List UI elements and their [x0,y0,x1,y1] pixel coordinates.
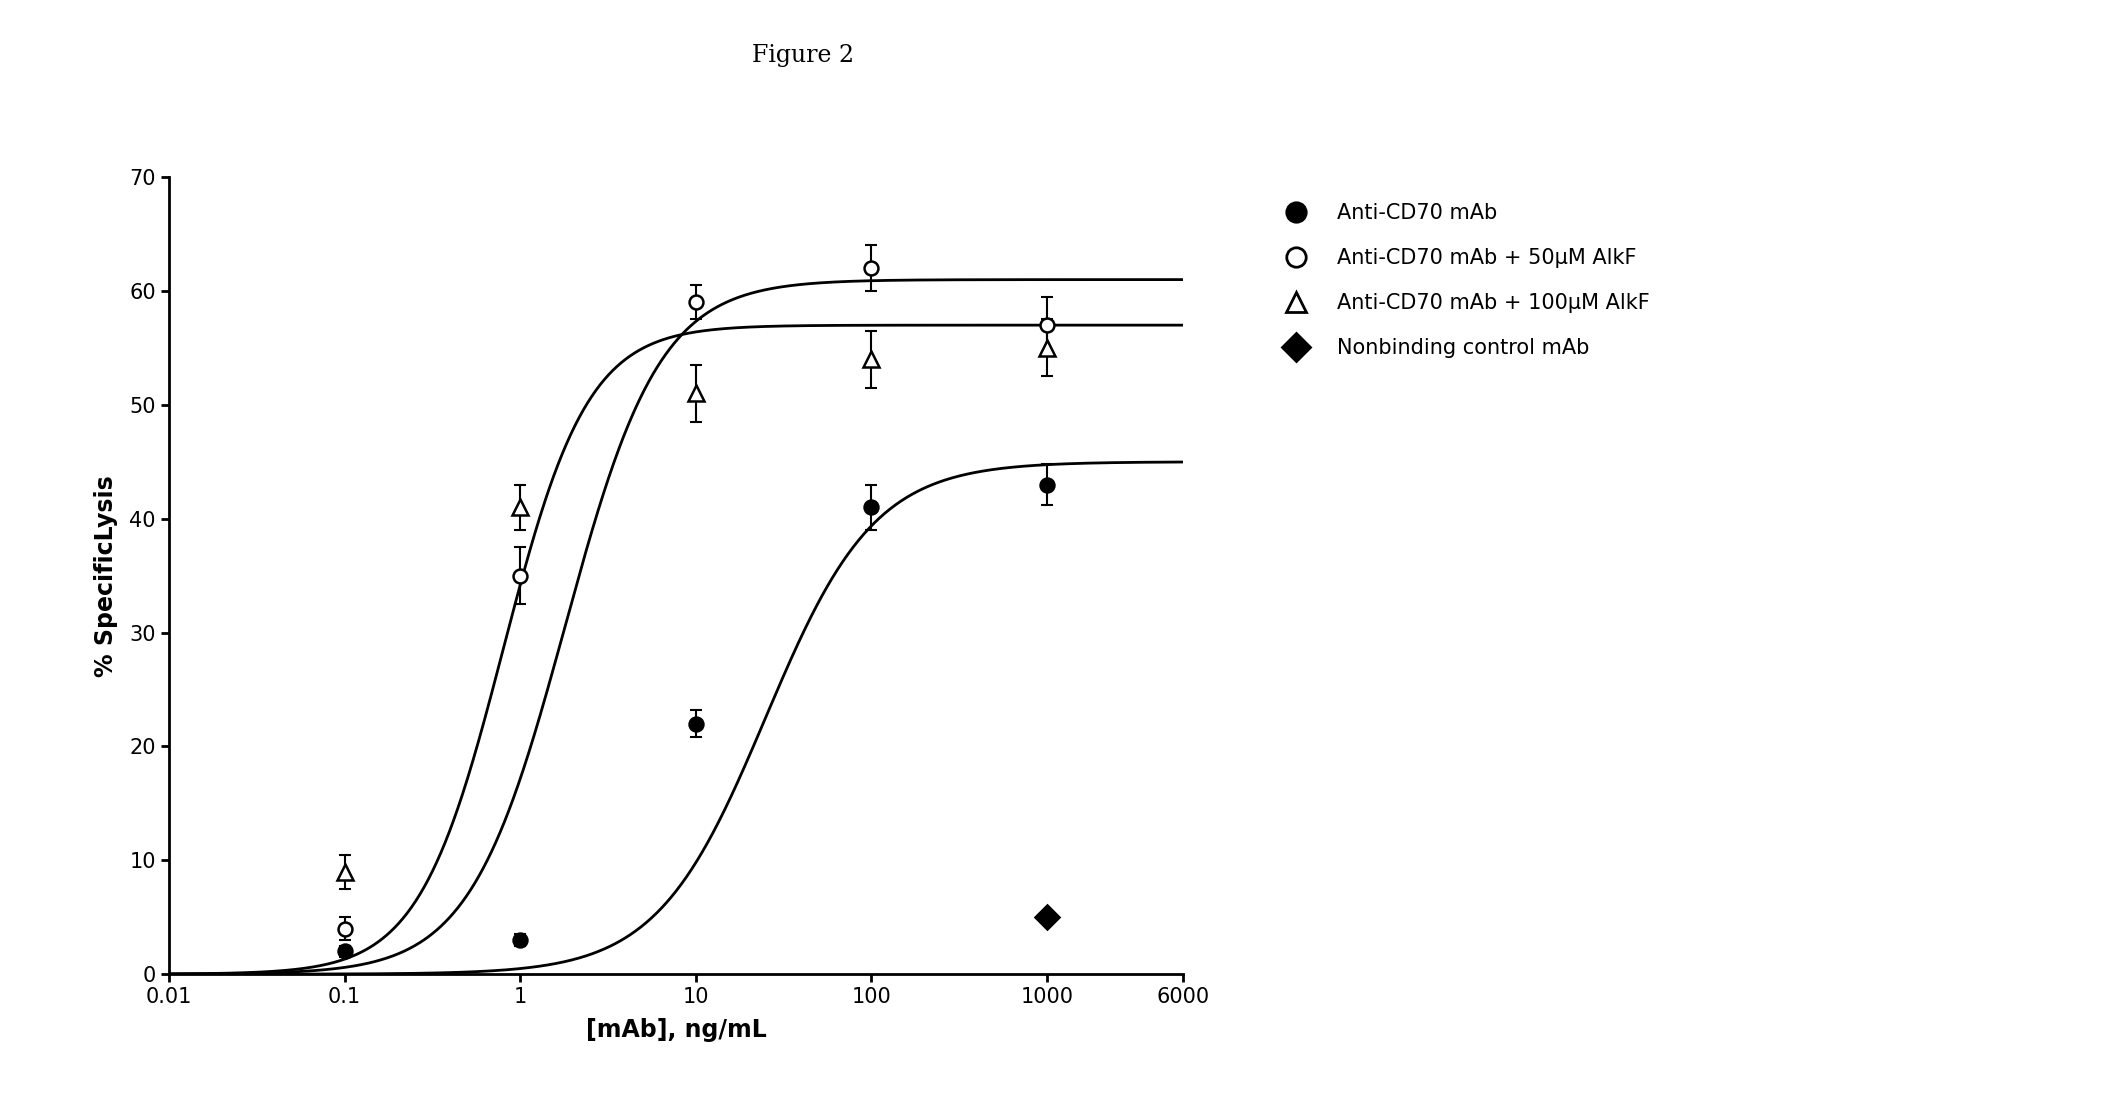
X-axis label: [mAb], ng/mL: [mAb], ng/mL [585,1018,767,1043]
Y-axis label: % SpecificLysis: % SpecificLysis [95,475,118,676]
Legend: Anti-CD70 mAb, Anti-CD70 mAb + 50μM AlkF, Anti-CD70 mAb + 100μM AlkF, Nonbinding: Anti-CD70 mAb, Anti-CD70 mAb + 50μM AlkF… [1274,204,1650,359]
Text: Figure 2: Figure 2 [752,44,854,68]
